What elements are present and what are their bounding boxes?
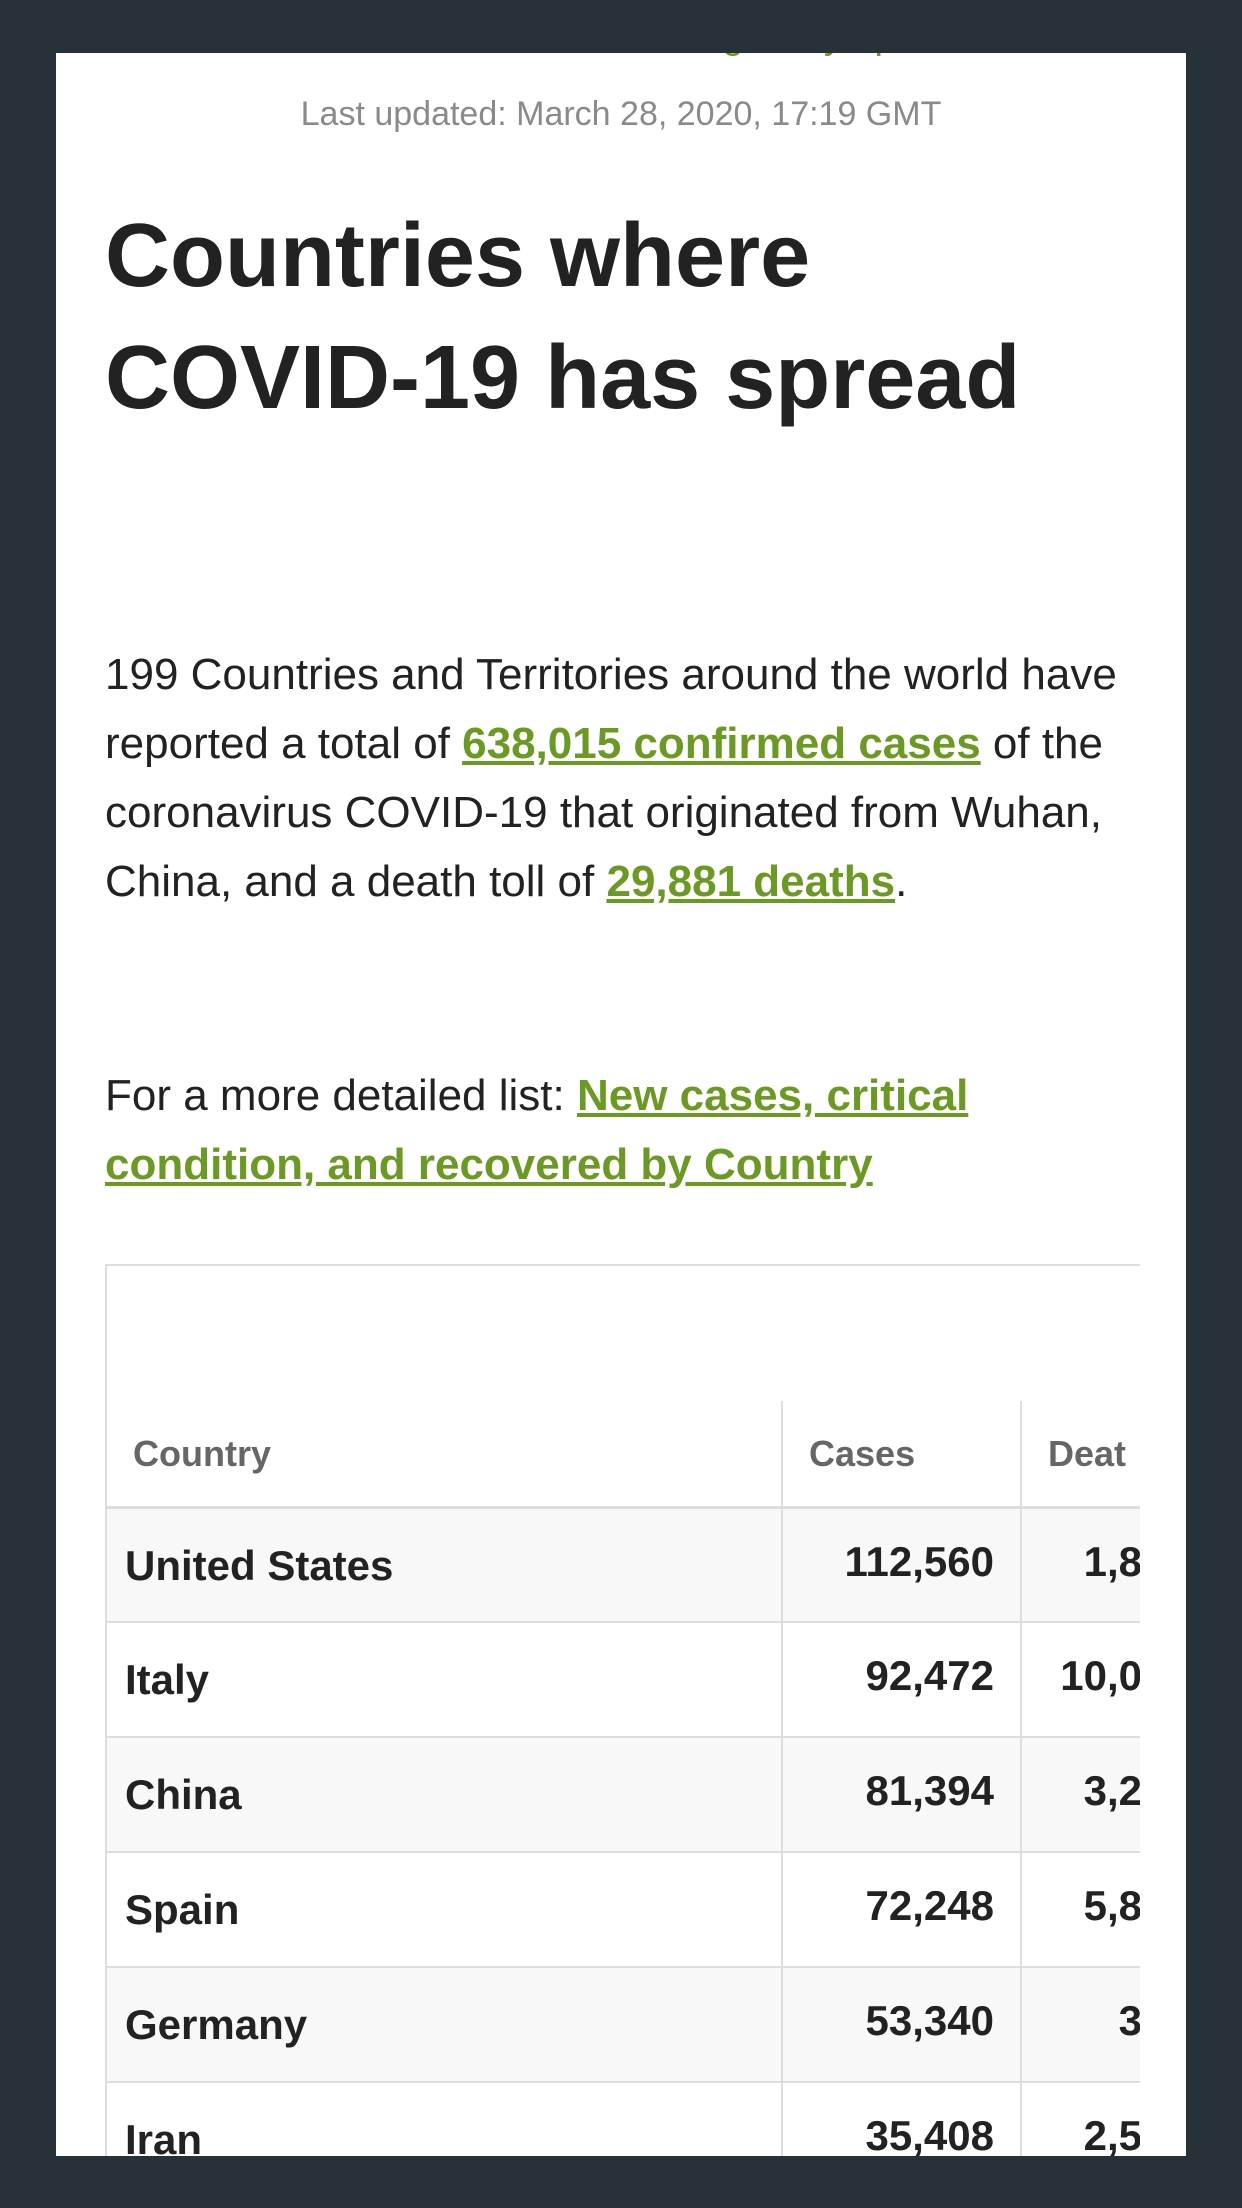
table-cell: 35,408: [781, 2083, 1020, 2156]
table-row: United States 112,560 1,8: [107, 1506, 1140, 1622]
nav-link[interactable]: Symptoms: [799, 53, 978, 57]
text: 199 Countries and Territories around the…: [105, 650, 1117, 768]
link[interactable]: 29,881 deaths: [606, 857, 896, 906]
table-cell: 1,8: [1020, 1509, 1140, 1622]
table-cell: 72,248: [781, 1853, 1020, 1966]
table-cell: Iran: [125, 2116, 203, 2156]
nav-link[interactable]: Incubation: [490, 53, 665, 57]
nav-link[interactable]: Age: [697, 53, 765, 57]
table-row: China 81,394 3,2: [107, 1736, 1140, 1851]
table-cell: Italy: [125, 1656, 210, 1703]
title: Countries where COVID-19 has spread: [105, 206, 1021, 428]
last-updated: Last updated: March 28, 2020, 17:19 GMT: [300, 95, 942, 133]
card: Death Rate - Incubation - Age - Symptoms…: [56, 53, 1186, 2156]
column-header: Deat: [1020, 1401, 1140, 1506]
table-cell: 3,2: [1020, 1738, 1140, 1851]
table-cell: 112,560: [781, 1509, 1020, 1622]
text: .: [895, 857, 908, 906]
table-cell: 3: [1020, 1968, 1140, 2081]
table-cell: China: [125, 1771, 242, 1818]
link[interactable]: New cases, critical condition, and recov…: [105, 1071, 969, 1189]
table-cell: 2,5: [1020, 2083, 1140, 2156]
text: of the coronavirus COVID-19 that origina…: [105, 719, 1103, 906]
table-cell: 10,0: [1020, 1623, 1140, 1736]
nav-link[interactable]: Death Rate: [264, 53, 456, 57]
table-cell: Germany: [125, 2001, 308, 2048]
table-cell: United States: [125, 1542, 394, 1589]
link[interactable]: 638,015 confirmed cases: [462, 719, 981, 768]
table-cell: 5,8: [1020, 1853, 1140, 1966]
table-cell: 81,394: [781, 1738, 1020, 1851]
table-cell: Spain: [125, 1886, 240, 1933]
table: Country Cases Deat United States 112,560 1,8 I…: [105, 1264, 1140, 2156]
table-row: Germany 53,340 3: [107, 1966, 1140, 2081]
table-row: Iran 35,408 2,5: [107, 2081, 1140, 2156]
column-header: Country: [133, 1433, 271, 1474]
detail: For a more detailed list: New cases, cri…: [105, 1061, 1145, 1199]
table-row: Spain 72,248 5,8: [107, 1851, 1140, 1966]
intro: 199 Countries and Territories around the…: [105, 640, 1145, 916]
nav: Death Rate - Incubation - Age - Symptoms: [56, 53, 1186, 58]
table-row: Italy 92,472 10,0: [107, 1621, 1140, 1736]
table-cell: 92,472: [781, 1623, 1020, 1736]
text: For a more detailed list:: [105, 1071, 577, 1120]
column-header: Cases: [781, 1401, 1020, 1506]
table-cell: 53,340: [781, 1968, 1020, 2081]
